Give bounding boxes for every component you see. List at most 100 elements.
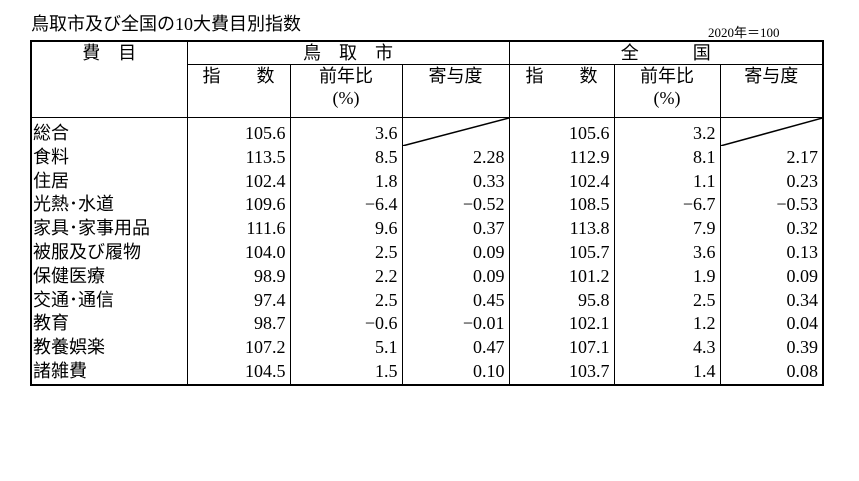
value-cell: 1.5 <box>289 359 403 385</box>
value-cell: 107.1 <box>508 336 615 360</box>
value-cell: 2.17 <box>719 145 824 170</box>
base-note: 2020年＝100 <box>708 25 780 40</box>
value-cell: 4.3 <box>613 336 721 360</box>
table-row: 教養娯楽 107.2 5.1 0.47 107.1 4.3 0.39 <box>30 336 824 360</box>
table-row: 家具･家事用品 111.6 9.6 0.37 113.8 7.9 0.32 <box>30 217 824 241</box>
value-cell: 3.6 <box>613 240 721 265</box>
table-row: 住居 102.4 1.8 0.33 102.4 1.1 0.23 <box>30 169 824 194</box>
item-name: 総合 <box>30 117 188 146</box>
index-table: 費 目 鳥 取 市 全 国 指 数前年比 (%) 寄与度指 数前年比 (%) 寄与度 総… <box>30 40 824 386</box>
group-header: 鳥 取 市 <box>186 41 510 65</box>
value-cell: 105.6 <box>508 117 615 146</box>
value-cell: 1.9 <box>613 264 721 289</box>
table-row: 被服及び履物 104.0 2.5 0.09 105.7 3.6 0.13 <box>30 240 824 265</box>
table-row: 保健医療 98.9 2.2 0.09 101.2 1.9 0.09 <box>30 264 824 289</box>
empty-cell <box>719 117 824 146</box>
value-cell: 9.6 <box>289 217 403 241</box>
table-row: 諸雑費 104.5 1.5 0.10 103.7 1.4 0.08 <box>30 359 824 385</box>
value-cell: 98.7 <box>186 312 291 337</box>
column-header: 前年比 (%) <box>613 64 721 118</box>
value-cell: 0.04 <box>719 312 824 337</box>
item-name: 教育 <box>30 312 188 337</box>
value-cell: 0.33 <box>401 169 510 194</box>
value-cell: 1.8 <box>289 169 403 194</box>
diagonal <box>403 118 509 146</box>
value-cell: 1.1 <box>613 169 721 194</box>
value-cell: 0.32 <box>719 217 824 241</box>
item-name: 交通･通信 <box>30 288 188 313</box>
column-unit: (%) <box>332 88 360 108</box>
value-cell: −0.6 <box>289 312 403 337</box>
value-cell: 97.4 <box>186 288 291 313</box>
table-row: 交通･通信 97.4 2.5 0.45 95.8 2.5 0.34 <box>30 288 824 313</box>
value-cell: 103.7 <box>508 359 615 385</box>
value-cell: 108.5 <box>508 193 615 218</box>
value-cell: 0.39 <box>719 336 824 360</box>
item-name: 被服及び履物 <box>30 240 188 265</box>
table-row: 食料 113.5 8.5 2.28 112.9 8.1 2.17 <box>30 145 824 170</box>
column-label: 指 数 <box>202 66 275 86</box>
value-cell: 104.5 <box>186 359 291 385</box>
value-cell: 109.6 <box>186 193 291 218</box>
value-cell: 0.08 <box>719 359 824 385</box>
value-cell: 0.09 <box>401 240 510 265</box>
column-label: 前年比 <box>319 66 373 86</box>
value-cell: 102.1 <box>508 312 615 337</box>
item-name: 教養娯楽 <box>30 336 188 360</box>
value-cell: 1.4 <box>613 359 721 385</box>
value-cell: 95.8 <box>508 288 615 313</box>
column-label: 寄与度 <box>428 66 483 86</box>
value-cell: 3.2 <box>613 117 721 146</box>
value-cell: 5.1 <box>289 336 403 360</box>
column-label: 指 数 <box>525 66 598 86</box>
value-cell: 0.37 <box>401 217 510 241</box>
item-header: 費 目 <box>30 41 188 118</box>
value-cell: 111.6 <box>186 217 291 241</box>
column-unit: (%) <box>653 88 681 108</box>
column-header: 寄与度 <box>401 64 510 118</box>
value-cell: 102.4 <box>508 169 615 194</box>
value-cell: 0.45 <box>401 288 510 313</box>
value-cell: 113.5 <box>186 145 291 170</box>
column-header: 指 数 <box>508 64 615 118</box>
value-cell: 104.0 <box>186 240 291 265</box>
value-cell: 0.10 <box>401 359 510 385</box>
column-header: 前年比 (%) <box>289 64 403 118</box>
item-name: 光熱･水道 <box>30 193 188 218</box>
value-cell: 8.5 <box>289 145 403 170</box>
value-cell: −6.7 <box>613 193 721 218</box>
diagonal <box>721 118 823 146</box>
value-cell: 98.9 <box>186 264 291 289</box>
value-cell: 2.2 <box>289 264 403 289</box>
value-cell: 3.6 <box>289 117 403 146</box>
value-cell: 0.23 <box>719 169 824 194</box>
item-name: 食料 <box>30 145 188 170</box>
item-name: 保健医療 <box>30 264 188 289</box>
value-cell: 105.7 <box>508 240 615 265</box>
value-cell: 0.09 <box>401 264 510 289</box>
value-cell: 0.13 <box>719 240 824 265</box>
table-row: 教育 98.7 −0.6 −0.01 102.1 1.2 0.04 <box>30 312 824 337</box>
value-cell: 0.34 <box>719 288 824 313</box>
column-label: 寄与度 <box>744 66 799 86</box>
value-cell: 105.6 <box>186 117 291 146</box>
column-label: 前年比 <box>640 66 694 86</box>
value-cell: 2.5 <box>613 288 721 313</box>
value-cell: 112.9 <box>508 145 615 170</box>
value-cell: −0.01 <box>401 312 510 337</box>
value-cell: 0.47 <box>401 336 510 360</box>
value-cell: 8.1 <box>613 145 721 170</box>
group-header: 全 国 <box>508 41 824 65</box>
value-cell: 7.9 <box>613 217 721 241</box>
value-cell: 101.2 <box>508 264 615 289</box>
value-cell: −0.52 <box>401 193 510 218</box>
value-cell: 2.5 <box>289 240 403 265</box>
value-cell: 2.28 <box>401 145 510 170</box>
value-cell: 0.09 <box>719 264 824 289</box>
title: 鳥取市及び全国の10大費目別指数 <box>31 14 301 34</box>
value-cell: 107.2 <box>186 336 291 360</box>
value-cell: 1.2 <box>613 312 721 337</box>
item-name: 家具･家事用品 <box>30 217 188 241</box>
table-head: 費 目 鳥 取 市 全 国 指 数前年比 (%) 寄与度指 数前年比 (%) 寄与度 <box>30 41 824 118</box>
